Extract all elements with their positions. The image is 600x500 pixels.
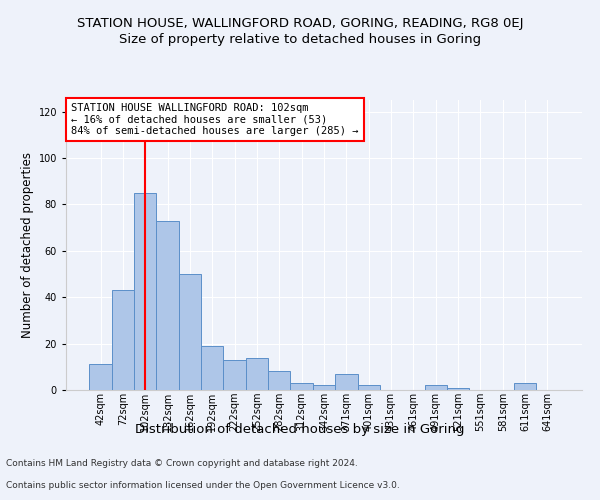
Bar: [514, 383, 536, 390]
Bar: [179, 274, 201, 390]
Text: Distribution of detached houses by size in Goring: Distribution of detached houses by size …: [135, 422, 465, 436]
Bar: [134, 193, 157, 390]
Bar: [447, 388, 469, 390]
Text: STATION HOUSE WALLINGFORD ROAD: 102sqm
← 16% of detached houses are smaller (53): STATION HOUSE WALLINGFORD ROAD: 102sqm ←…: [71, 103, 359, 136]
Bar: [112, 290, 134, 390]
Bar: [425, 386, 447, 390]
Text: STATION HOUSE, WALLINGFORD ROAD, GORING, READING, RG8 0EJ: STATION HOUSE, WALLINGFORD ROAD, GORING,…: [77, 18, 523, 30]
Bar: [89, 364, 112, 390]
Bar: [157, 220, 179, 390]
Bar: [201, 346, 223, 390]
Bar: [268, 372, 290, 390]
Bar: [290, 383, 313, 390]
Bar: [335, 374, 358, 390]
Y-axis label: Number of detached properties: Number of detached properties: [22, 152, 34, 338]
Bar: [358, 386, 380, 390]
Text: Size of property relative to detached houses in Goring: Size of property relative to detached ho…: [119, 32, 481, 46]
Bar: [313, 386, 335, 390]
Text: Contains HM Land Registry data © Crown copyright and database right 2024.: Contains HM Land Registry data © Crown c…: [6, 458, 358, 468]
Text: Contains public sector information licensed under the Open Government Licence v3: Contains public sector information licen…: [6, 481, 400, 490]
Bar: [246, 358, 268, 390]
Bar: [223, 360, 246, 390]
